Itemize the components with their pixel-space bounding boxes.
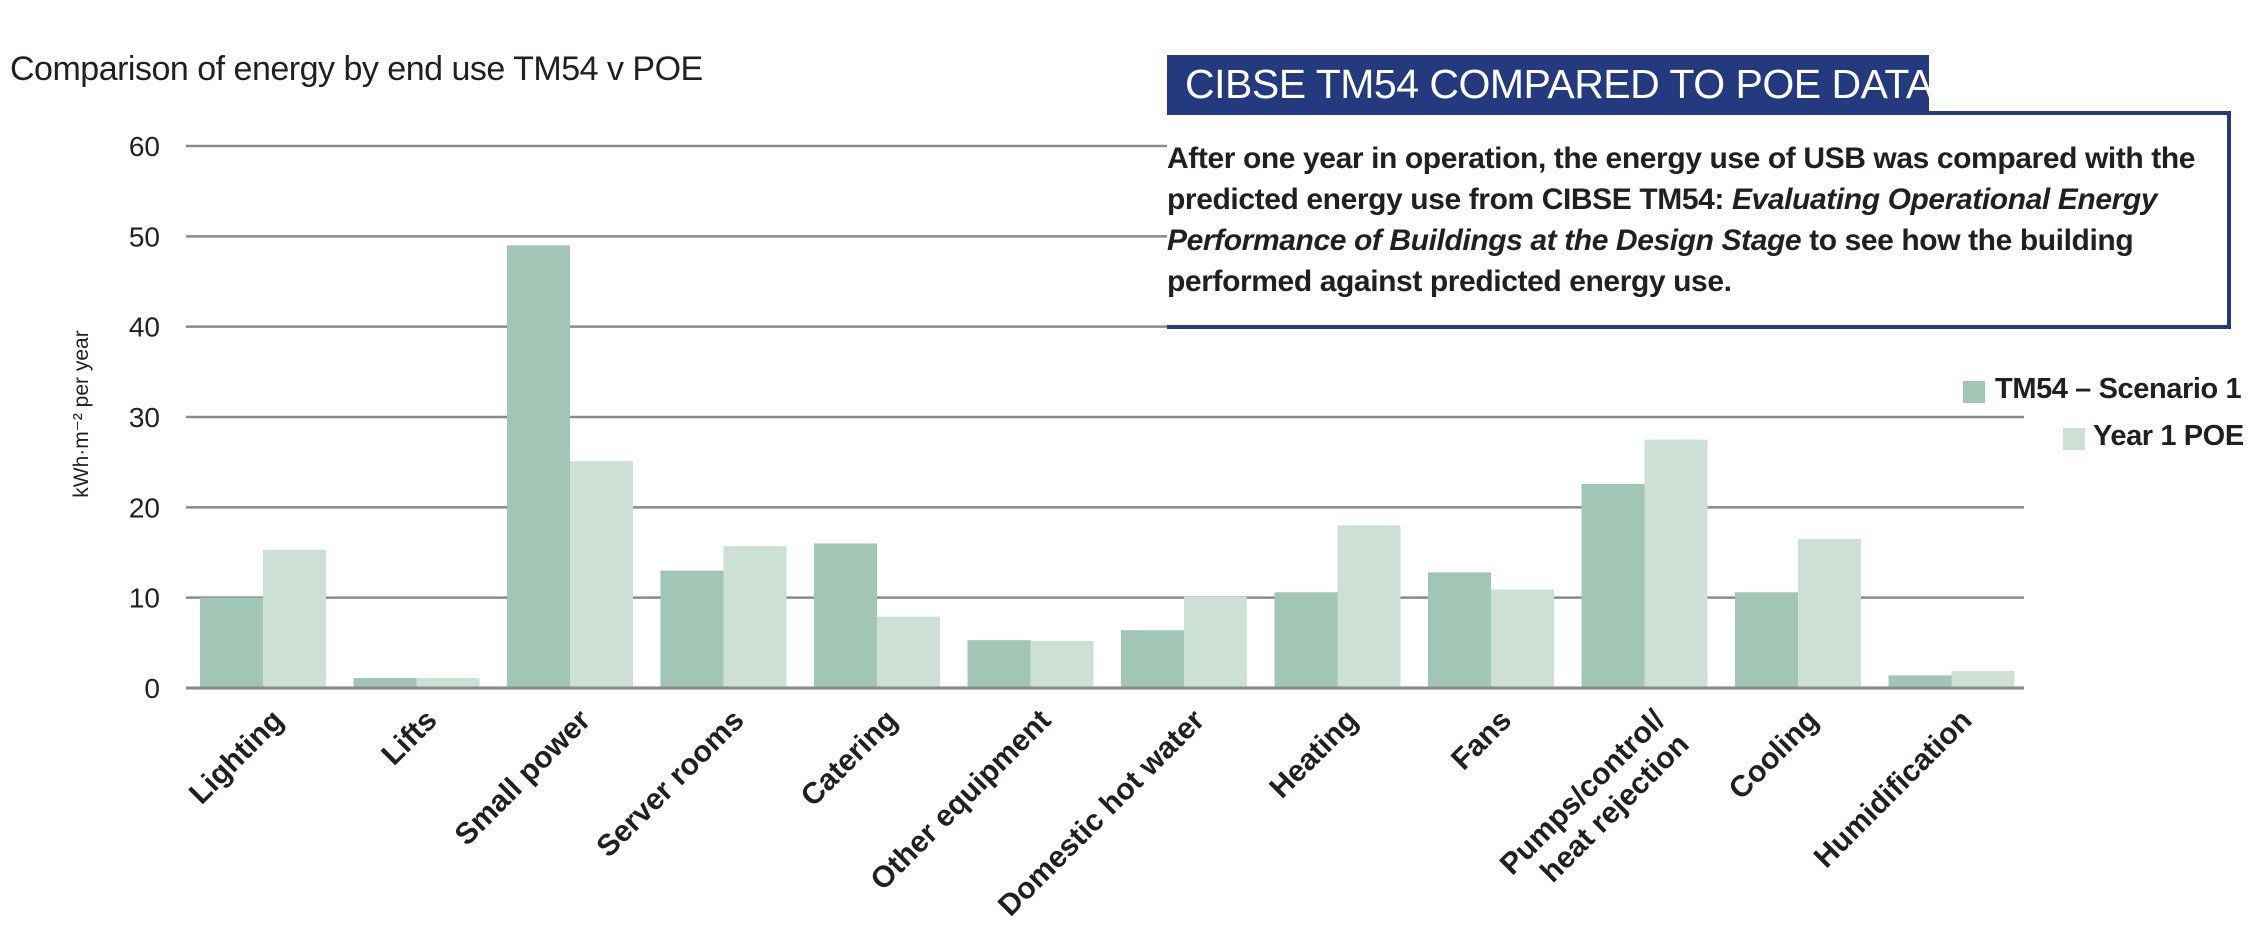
bar-poe-11 [1951,670,2015,688]
bar-tm54-6 [1121,630,1184,688]
bar-poe-8 [1491,589,1554,688]
y-tick-label-10: 10 [129,583,160,614]
bar-poe-1 [416,678,480,688]
bar-poe-4 [877,616,940,688]
legend-swatch-poe [2063,428,2085,450]
y-axis-label: kWh·m⁻² per year [70,330,93,497]
bar-tm54-9 [1581,483,1645,688]
y-tick-label-20: 20 [129,492,160,523]
x-tick-label-0: Lighting [183,704,290,811]
bar-tm54-5 [967,640,1031,688]
x-tick-label-1: Lifts [375,704,443,772]
chart-title: Comparison of energy by end use TM54 v P… [10,50,703,88]
bar-poe-7 [1337,525,1401,688]
x-tick-label-line: Heating [1263,704,1364,805]
y-tick-label-40: 40 [129,312,160,343]
x-tick-label-9: Pumps/control/heat rejection [1494,703,1696,905]
info-text-part1: After one year in operation, the energy … [1167,142,2196,216]
x-tick-label-7: Heating [1263,704,1364,805]
x-tick-label-2: Small power [449,703,598,852]
bar-tm54-10 [1735,592,1798,688]
legend-swatch-tm54 [1963,381,1985,403]
bar-poe-5 [1030,641,1094,688]
x-tick-label-line: Server rooms [590,704,750,864]
legend-label-tm54: TM54 – Scenario 1 [1995,373,2242,405]
y-tick-label-0: 0 [144,673,160,704]
bar-tm54-4 [814,543,877,688]
bar-poe-9 [1644,439,1708,688]
x-tick-label-line: Fans [1445,704,1518,777]
x-tick-label-line: Lifts [375,704,443,772]
bar-tm54-2 [507,245,570,688]
x-tick-label-line: Small power [449,703,598,852]
bar-tm54-0 [200,597,263,688]
info-text-italic: Evaluating Operational Energy Performanc… [1167,183,2158,257]
bar-poe-0 [263,549,326,688]
info-header: CIBSE TM54 COMPARED TO POE DATA [1167,55,1933,113]
x-tick-label-11: Humidification [1808,704,1979,875]
bar-tm54-1 [353,678,417,688]
x-tick-label-line: Cooling [1723,704,1825,806]
bar-poe-6 [1184,596,1247,688]
bar-tm54-11 [1888,675,1952,688]
x-tick-label-10: Cooling [1723,704,1825,806]
x-tick-label-3: Server rooms [590,704,750,864]
y-tick-label-30: 30 [129,402,160,433]
x-tick-label-4: Catering [795,704,904,813]
bar-tm54-7 [1274,592,1338,688]
x-tick-label-8: Fans [1445,704,1518,777]
bar-poe-3 [723,546,787,688]
info-text: After one year in operation, the energy … [1167,138,2217,302]
info-box [1167,111,2231,329]
bar-poe-10 [1798,538,1861,688]
bar-tm54-8 [1428,572,1491,688]
info-text-part2: to see how the building performed agains… [1167,224,2134,298]
y-tick-label-50: 50 [129,221,160,252]
legend-label-poe: Year 1 POE [2093,420,2244,452]
bar-poe-2 [570,461,633,688]
bar-tm54-3 [660,570,724,688]
x-tick-label-line: Catering [795,704,904,813]
x-tick-label-line: Lighting [183,704,290,811]
x-tick-label-line: Humidification [1808,704,1979,875]
y-tick-label-60: 60 [129,131,160,162]
